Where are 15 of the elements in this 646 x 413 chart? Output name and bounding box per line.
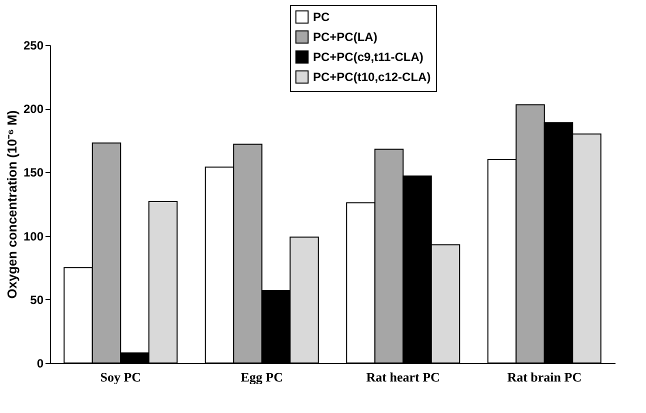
y-tick-label: 250 xyxy=(23,38,44,52)
legend-label: PC+PC(t10,c12-CLA) xyxy=(313,70,431,84)
y-tick-label: 100 xyxy=(23,229,44,244)
legend-label: PC+PC(c9,t11-CLA) xyxy=(313,50,424,64)
y-tick-label: 150 xyxy=(23,166,44,180)
y-tick-label: 200 xyxy=(23,102,44,116)
x-tick-label: Rat heart PC xyxy=(366,370,440,384)
x-tick-label: Egg PC xyxy=(240,370,283,384)
x-tick-label: Soy PC xyxy=(100,370,142,384)
y-tick-label: 0 xyxy=(36,356,44,370)
legend-label: PC xyxy=(313,10,330,24)
legend-label: PC+PC(LA) xyxy=(313,30,378,44)
y-axis-title: Oxygen concentration (10⁻⁶ M) xyxy=(4,110,20,299)
x-tick-label: Rat brain PC xyxy=(507,370,582,384)
y-tick-label: 50 xyxy=(30,292,44,307)
